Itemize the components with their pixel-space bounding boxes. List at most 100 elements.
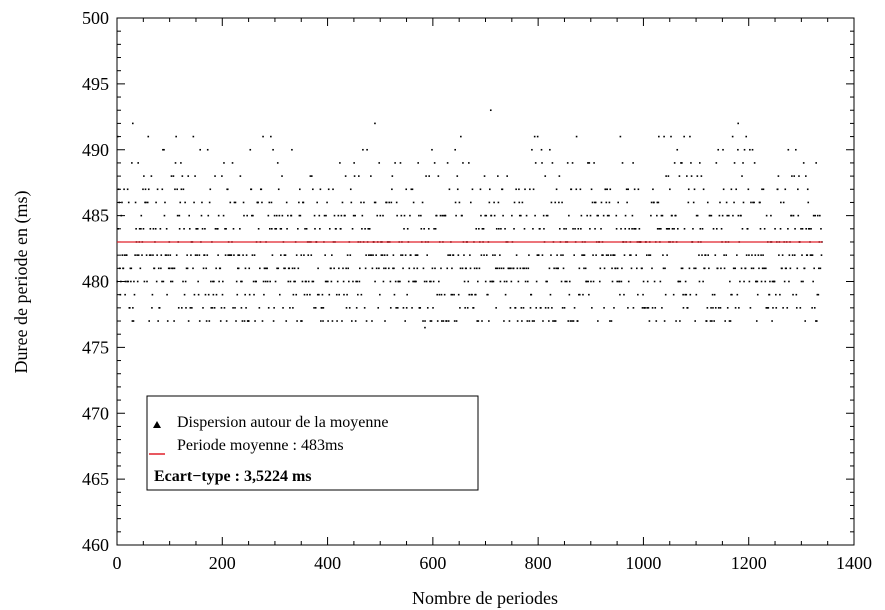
- data-point: [805, 228, 807, 230]
- data-point: [259, 267, 261, 270]
- data-point: [631, 214, 634, 217]
- data-point: [126, 280, 129, 283]
- data-point: [267, 307, 270, 309]
- data-point: [273, 307, 275, 309]
- data-point: [526, 280, 529, 283]
- data-point: [496, 267, 499, 270]
- data-point: [287, 214, 289, 217]
- data-point: [518, 201, 521, 204]
- data-point: [728, 320, 731, 322]
- data-point: [195, 228, 198, 230]
- data-point: [761, 188, 763, 191]
- data-point: [644, 307, 646, 309]
- data-point: [524, 188, 526, 191]
- data-point: [162, 280, 165, 283]
- data-point: [223, 162, 225, 164]
- data-point: [240, 280, 242, 283]
- data-point: [414, 254, 417, 256]
- data-point: [786, 307, 789, 309]
- data-point: [819, 214, 821, 217]
- data-point: [206, 148, 209, 151]
- data-point: [149, 228, 152, 230]
- data-point: [609, 320, 611, 322]
- data-point: [248, 267, 251, 270]
- data-point: [711, 320, 713, 322]
- data-point: [331, 254, 333, 256]
- data-point: [433, 228, 435, 230]
- data-point: [707, 254, 709, 256]
- data-point: [615, 214, 618, 217]
- data-point: [762, 254, 764, 256]
- data-point: [400, 214, 403, 217]
- data-point: [186, 267, 189, 270]
- data-point: [280, 228, 283, 230]
- data-point: [272, 148, 274, 151]
- data-point: [483, 175, 486, 177]
- data-point: [432, 307, 434, 309]
- data-point: [320, 320, 322, 322]
- data-point: [684, 280, 687, 283]
- data-point: [671, 228, 674, 230]
- data-point: [529, 188, 531, 191]
- data-point: [416, 254, 419, 256]
- data-point: [733, 201, 735, 204]
- data-point: [354, 214, 356, 217]
- data-point: [475, 228, 478, 230]
- data-point: [144, 201, 146, 204]
- data-point: [400, 254, 402, 256]
- data-point: [603, 267, 606, 270]
- data-point: [588, 293, 590, 296]
- data-point: [549, 148, 551, 151]
- data-point: [283, 267, 285, 270]
- data-point: [535, 307, 538, 309]
- data-point: [555, 188, 558, 191]
- data-point: [293, 267, 296, 270]
- data-point: [610, 254, 612, 256]
- data-point: [689, 135, 691, 138]
- data-point: [469, 254, 471, 256]
- data-point: [201, 201, 203, 204]
- data-point: [185, 267, 188, 270]
- data-point: [772, 307, 774, 309]
- data-point: [191, 307, 193, 309]
- x-tick-label: 1000: [625, 553, 661, 573]
- data-point: [701, 228, 704, 230]
- data-point: [394, 280, 397, 283]
- data-point: [575, 135, 578, 138]
- data-point: [402, 307, 405, 309]
- data-point: [474, 293, 477, 296]
- data-point: [626, 201, 628, 204]
- data-point: [222, 214, 225, 217]
- data-point: [526, 320, 529, 322]
- data-point: [143, 280, 146, 283]
- data-point: [304, 228, 306, 230]
- data-point: [748, 280, 751, 283]
- data-point: [432, 280, 435, 283]
- data-point: [714, 254, 717, 256]
- data-point: [350, 320, 353, 322]
- data-point: [506, 175, 508, 177]
- data-point: [177, 307, 180, 309]
- data-point: [404, 254, 407, 256]
- data-point: [287, 280, 290, 283]
- data-point: [255, 280, 257, 283]
- data-point: [361, 214, 364, 217]
- data-point: [776, 188, 779, 191]
- data-point: [654, 307, 657, 309]
- data-point: [646, 280, 649, 283]
- data-point: [244, 293, 246, 296]
- data-point: [211, 307, 214, 309]
- data-point: [266, 280, 269, 283]
- data-point: [492, 280, 495, 283]
- data-point: [695, 214, 698, 217]
- data-point: [473, 267, 476, 270]
- data-point: [371, 267, 374, 270]
- data-point: [755, 320, 758, 322]
- data-point: [656, 214, 658, 217]
- data-point: [572, 228, 574, 230]
- data-point: [562, 267, 565, 270]
- data-point: [193, 201, 195, 204]
- data-point: [805, 175, 807, 177]
- data-point: [187, 175, 190, 177]
- data-point: [455, 320, 458, 322]
